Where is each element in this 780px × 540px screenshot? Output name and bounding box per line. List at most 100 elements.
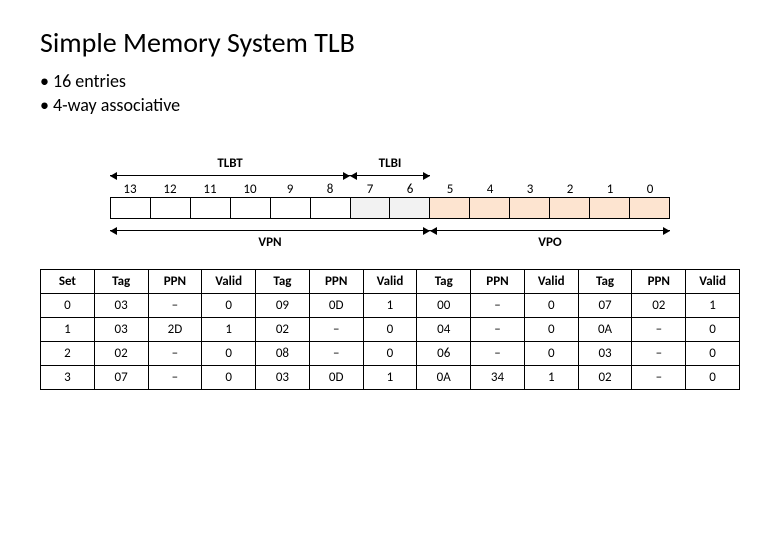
cell-valid: 1: [524, 366, 578, 390]
cell-ppn: –: [309, 318, 363, 342]
cell-valid: 0: [686, 318, 740, 342]
bit-box: [510, 198, 550, 218]
cell-tag: 09: [256, 294, 310, 318]
bit-box: [271, 198, 311, 218]
cell-tag: 03: [94, 318, 148, 342]
bit-box: [430, 198, 470, 218]
cell-valid: 0: [363, 318, 417, 342]
bit-label: 2: [550, 182, 590, 197]
bullet-text: 16 entries: [53, 70, 126, 92]
cell-tag: 03: [256, 366, 310, 390]
bullet-text: 4-way associative: [53, 94, 180, 116]
cell-ppn: –: [148, 366, 202, 390]
brace-tlbt: TLBT: [110, 156, 350, 180]
cell-valid: 0: [686, 366, 740, 390]
bit-label: 9: [270, 182, 310, 197]
col-tag: Tag: [256, 270, 310, 294]
cell-valid: 0: [202, 366, 256, 390]
cell-valid: 1: [363, 294, 417, 318]
table-row: 202–008–006–003–0: [41, 342, 740, 366]
cell-ppn: –: [471, 294, 525, 318]
bit-diagram: TLBT TLBI 131211109876543210 VPN VPO: [110, 156, 670, 219]
bit-box: [470, 198, 510, 218]
cell-tag: 02: [94, 342, 148, 366]
col-ppn: PPN: [471, 270, 525, 294]
cell-tag: 06: [417, 342, 471, 366]
bit-box: [311, 198, 351, 218]
cell-ppn: 34: [471, 366, 525, 390]
tlb-table: SetTagPPNValidTagPPNValidTagPPNValidTagP…: [40, 269, 740, 390]
bit-label: 5: [430, 182, 470, 197]
bit-box: [191, 198, 231, 218]
bit-box: [390, 198, 430, 218]
bit-box: [151, 198, 191, 218]
cell-ppn: –: [309, 342, 363, 366]
col-valid: Valid: [363, 270, 417, 294]
cell-ppn: 0D: [309, 294, 363, 318]
bullet-list: •16 entries •4-way associative: [40, 70, 740, 116]
cell-tag: 07: [578, 294, 632, 318]
cell-ppn: –: [471, 318, 525, 342]
bit-label: 6: [390, 182, 430, 197]
cell-tag: 00: [417, 294, 471, 318]
bit-label: 1: [590, 182, 630, 197]
col-ppn: PPN: [309, 270, 363, 294]
cell-tag: 08: [256, 342, 310, 366]
col-valid: Valid: [686, 270, 740, 294]
cell-ppn: 2D: [148, 318, 202, 342]
cell-ppn: –: [632, 366, 686, 390]
cell-set: 1: [41, 318, 95, 342]
brace-label-vpn: VPN: [110, 235, 430, 250]
bit-label: 4: [470, 182, 510, 197]
col-ppn: PPN: [148, 270, 202, 294]
cell-valid: 1: [363, 366, 417, 390]
col-ppn: PPN: [632, 270, 686, 294]
bit-box: [231, 198, 271, 218]
cell-tag: 0A: [578, 318, 632, 342]
bit-box: [590, 198, 630, 218]
cell-valid: 1: [686, 294, 740, 318]
cell-tag: 04: [417, 318, 471, 342]
bit-boxes: [110, 197, 670, 219]
col-tag: Tag: [578, 270, 632, 294]
col-valid: Valid: [524, 270, 578, 294]
cell-ppn: 0D: [309, 366, 363, 390]
col-tag: Tag: [94, 270, 148, 294]
brace-label-tlbi: TLBI: [350, 156, 430, 171]
brace-label-vpo: VPO: [430, 235, 670, 250]
bullet-item: •16 entries: [40, 70, 740, 92]
table-row: 307–0030D10A34102–0: [41, 366, 740, 390]
cell-tag: 02: [256, 318, 310, 342]
cell-valid: 0: [363, 342, 417, 366]
bit-label: 12: [150, 182, 190, 197]
table-row: 1032D102–004–00A–0: [41, 318, 740, 342]
cell-set: 2: [41, 342, 95, 366]
bit-label: 3: [510, 182, 550, 197]
brace-tlbi: TLBI: [350, 156, 430, 180]
cell-valid: 0: [524, 294, 578, 318]
cell-set: 3: [41, 366, 95, 390]
brace-vpn: VPN: [110, 226, 430, 250]
brace-label-tlbt: TLBT: [110, 156, 350, 171]
cell-tag: 03: [578, 342, 632, 366]
col-set: Set: [41, 270, 95, 294]
cell-tag: 03: [94, 294, 148, 318]
page-title: Simple Memory System TLB: [40, 25, 740, 60]
cell-tag: 07: [94, 366, 148, 390]
bit-label: 11: [190, 182, 230, 197]
cell-valid: 0: [524, 318, 578, 342]
bit-labels: 131211109876543210: [110, 182, 670, 197]
cell-ppn: 02: [632, 294, 686, 318]
cell-valid: 0: [202, 342, 256, 366]
bit-box: [351, 198, 391, 218]
col-valid: Valid: [202, 270, 256, 294]
cell-valid: 0: [686, 342, 740, 366]
bit-box: [550, 198, 590, 218]
cell-ppn: –: [632, 318, 686, 342]
bit-label: 8: [310, 182, 350, 197]
bit-label: 13: [110, 182, 150, 197]
cell-ppn: –: [148, 294, 202, 318]
table-row: 003–0090D100–007021: [41, 294, 740, 318]
cell-set: 0: [41, 294, 95, 318]
cell-tag: 02: [578, 366, 632, 390]
